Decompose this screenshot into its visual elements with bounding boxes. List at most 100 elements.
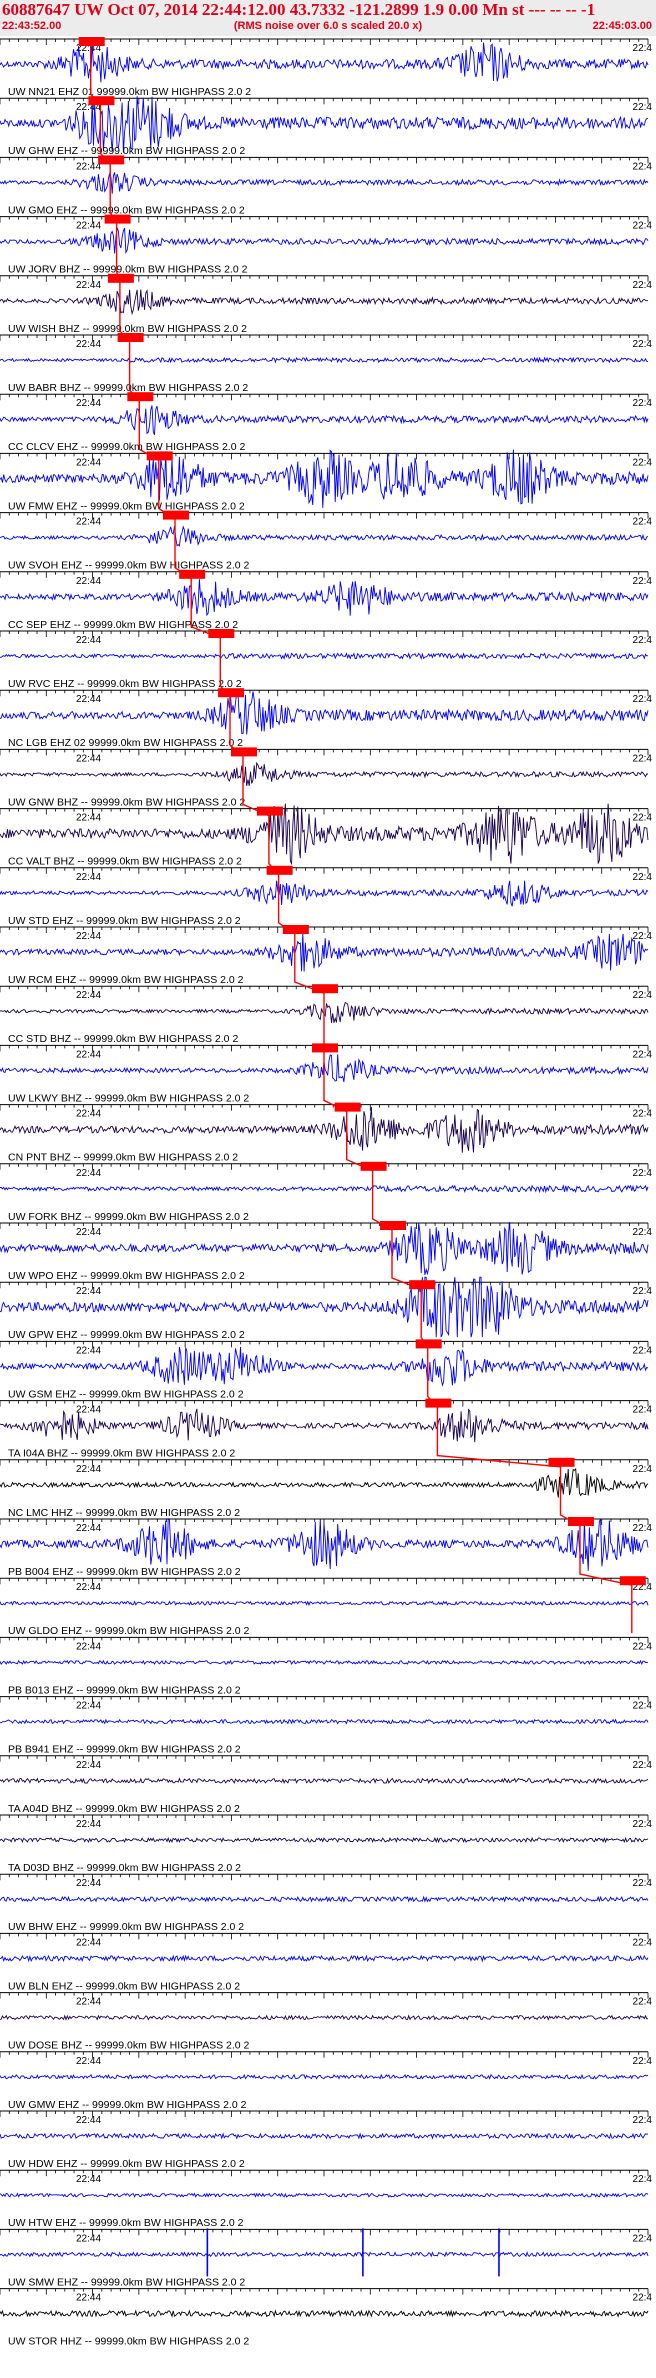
station-label: CN PNT BHZ -- 99999.0km BW HIGHPASS 2.0 …	[8, 1152, 238, 1164]
waveform-trace	[0, 1895, 649, 1903]
waveform-trace	[0, 525, 649, 547]
station-label: UW RCM EHZ -- 99999.0km BW HIGHPASS 2.0 …	[8, 974, 244, 986]
station-label: UW WISH BHZ -- 99999.0km BW HIGHPASS 2.0…	[8, 323, 247, 335]
time-tick-label: 22:44	[76, 517, 101, 528]
station-label: UW NN21 EHZ 01 99999.0km BW HIGHPASS 2.0…	[8, 86, 251, 98]
station-label: UW LKWY BHZ -- 99999.0km BW HIGHPASS 2.0…	[8, 1092, 249, 1104]
time-tick-label: 22:44	[76, 872, 101, 883]
time-tick-label: 22:4	[633, 1345, 653, 1356]
time-tick-label: 22:44	[76, 1997, 101, 2008]
waveform-trace	[0, 1517, 649, 1571]
pick-marker	[127, 392, 154, 402]
pick-marker	[425, 1398, 452, 1408]
pick-marker	[409, 1280, 436, 1290]
pick-marker	[548, 1457, 575, 1467]
time-tick-label: 22:44	[76, 1937, 101, 1948]
time-tick-label: 22:44	[76, 1464, 101, 1475]
station-label: PB B013 EHZ -- 99999.0km BW HIGHPASS 2.0…	[8, 1684, 241, 1696]
time-tick-label: 22:4	[633, 1049, 653, 1060]
station-label: PB B941 EHZ -- 99999.0km BW HIGHPASS 2.0…	[8, 1744, 241, 1756]
pick-marker	[146, 451, 173, 461]
pick-marker	[266, 865, 293, 875]
time-tick-label: 22:44	[76, 339, 101, 350]
pick-marker	[567, 1517, 594, 1526]
waveform-trace	[0, 1346, 649, 1387]
time-tick-label: 22:44	[76, 1168, 101, 1179]
waveform-trace	[0, 1954, 649, 1963]
time-tick-label: 22:4	[633, 1878, 653, 1889]
time-tick-label: 22:4	[633, 1405, 653, 1416]
station-label: UW GPW EHZ -- 99999.0km BW HIGHPASS 2.0 …	[8, 1329, 245, 1341]
time-tick-label: 22:44	[76, 457, 101, 468]
pick-marker	[619, 1576, 646, 1586]
station-label: UW GMW EHZ -- 99999.0km BW HIGHPASS 2.0 …	[8, 2099, 247, 2111]
time-tick-label: 22:4	[633, 1937, 653, 1948]
station-label: UW FMW EHZ -- 99999.0km BW HIGHPASS 2.0 …	[8, 500, 245, 512]
time-tick-label: 22:44	[76, 1286, 101, 1297]
time-tick-label: 22:44	[76, 1049, 101, 1060]
waveform-trace	[0, 690, 649, 735]
end-time: 22:45:03.00	[592, 20, 652, 32]
pick-marker	[312, 1043, 338, 1053]
time-tick-label: 22:44	[76, 1701, 101, 1712]
pick-marker	[380, 1221, 407, 1230]
station-label: UW BHW EHZ -- 99999.0km BW HIGHPASS 2.0 …	[8, 1921, 244, 1933]
waveform-trace	[0, 761, 649, 786]
time-tick-label: 22:4	[633, 1464, 653, 1475]
station-label: UW STOR HHZ -- 99999.0km BW HIGHPASS 2.0…	[8, 2336, 249, 2348]
waveform-trace	[0, 1408, 649, 1443]
time-tick-label: 22:44	[76, 753, 101, 764]
waveform-trace	[0, 405, 649, 436]
waveform-trace	[0, 289, 649, 316]
waveform-trace	[0, 2192, 649, 2198]
station-label: CC SEP EHZ -- 99999.0km BW HIGHPASS 2.0 …	[8, 619, 238, 631]
time-tick-label: 22:4	[633, 339, 653, 350]
waveform-trace	[0, 1106, 649, 1153]
station-label: UW BABR BHZ -- 99999.0km BW HIGHPASS 2.0…	[8, 382, 248, 394]
time-tick-label: 22:4	[633, 813, 653, 824]
waveform-trace	[0, 171, 649, 194]
waveform-trace	[0, 2014, 648, 2021]
station-label: UW GHW EHZ -- 99999.0km BW HIGHPASS 2.0 …	[8, 145, 245, 157]
station-label: CC STD BHZ -- 99999.0km BW HIGHPASS 2.0 …	[8, 1033, 238, 1045]
station-label: UW GMO EHZ -- 99999.0km BW HIGHPASS 2.0 …	[8, 204, 245, 216]
time-tick-label: 22:4	[633, 1582, 653, 1593]
time-tick-label: 22:44	[76, 931, 101, 942]
time-tick-label: 22:4	[633, 635, 653, 646]
station-label: TA I04A BHZ -- 99999.0km BW HIGHPASS 2.0…	[8, 1448, 235, 1460]
time-tick-label: 22:44	[76, 43, 101, 54]
time-tick-label: 22:4	[633, 1523, 653, 1534]
pick-marker	[282, 925, 309, 934]
station-label: UW GNW BHZ -- 99999.0km BW HIGHPASS 2.0 …	[8, 796, 245, 808]
waveform-trace	[0, 579, 649, 617]
time-tick-label: 22:44	[76, 2293, 101, 2304]
station-label: UW SVOH EHZ -- 99999.0km BW HIGHPASS 2.0…	[8, 560, 250, 572]
station-label: CC VALT BHZ -- 99999.0km BW HIGHPASS 2.0…	[8, 856, 242, 868]
station-label: UW WPO EHZ -- 99999.0km BW HIGHPASS 2.0 …	[8, 1270, 245, 1282]
time-tick-label: 22:44	[76, 1405, 101, 1416]
pick-marker	[179, 569, 206, 579]
start-time: 22:43:52.00	[2, 20, 62, 32]
waveform-trace	[0, 652, 649, 661]
time-tick-label: 22:4	[633, 1227, 653, 1238]
time-tick-label: 22:4	[633, 161, 653, 172]
record-header: 60887647 UW Oct 07, 2014 22:44:12.00 43.…	[0, 0, 656, 36]
waveform-trace	[0, 2073, 649, 2080]
station-label: UW JORV BHZ -- 99999.0km BW HIGHPASS 2.0…	[8, 264, 248, 276]
waveform-trace	[0, 1836, 649, 1844]
time-tick-label: 22:44	[76, 1760, 101, 1771]
waveform-trace	[0, 1600, 649, 1607]
station-label: UW HTW EHZ -- 99999.0km BW HIGHPASS 2.0 …	[8, 2217, 244, 2229]
time-tick-label: 22:4	[633, 1168, 653, 1179]
time-tick-label: 22:44	[76, 1878, 101, 1889]
station-label: UW FORK BHZ -- 99999.0km BW HIGHPASS 2.0…	[8, 1211, 249, 1223]
station-label: CC CLCV EHZ -- 99999.0km BW HIGHPASS 2.0…	[8, 441, 245, 453]
time-tick-label: 22:4	[633, 398, 653, 409]
station-label: UW STD EHZ -- 99999.0km BW HIGHPASS 2.0 …	[8, 915, 241, 927]
time-tick-label: 22:4	[633, 280, 653, 291]
time-tick-label: 22:4	[633, 457, 653, 468]
noise-note: (RMS noise over 6.0 s scaled 20.0 x)	[233, 20, 423, 32]
station-label: PB B004 EHZ -- 99999.0km BW HIGHPASS 2.0…	[8, 1566, 241, 1578]
waveform-trace	[0, 356, 649, 364]
time-tick-label: 22:44	[76, 2233, 101, 2244]
